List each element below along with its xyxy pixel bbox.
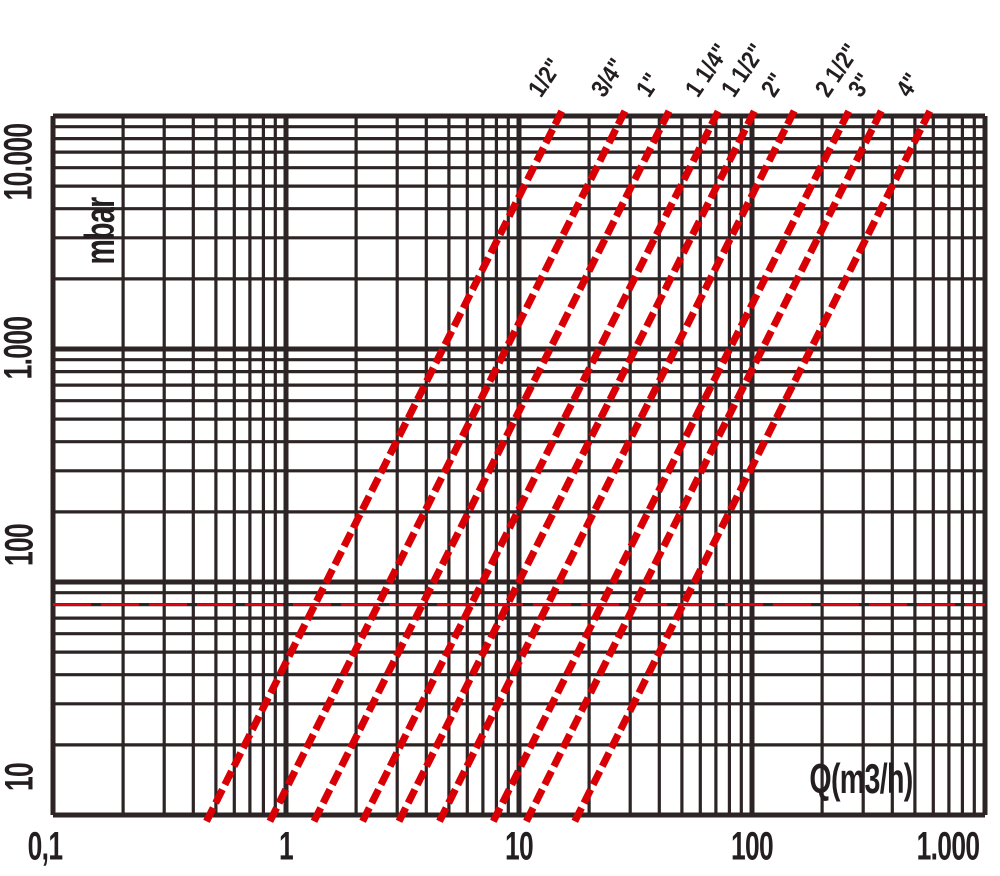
pipe-curves bbox=[203, 108, 934, 823]
x-tick-100: 100 bbox=[730, 824, 774, 869]
pipe-curve-8 bbox=[571, 108, 934, 823]
pipe-curve-1 bbox=[266, 108, 629, 823]
x-tick-10: 10 bbox=[504, 824, 534, 869]
y-tick-1000: 1.000 bbox=[0, 316, 41, 380]
pipe-curve-2 bbox=[310, 108, 673, 823]
x-axis-label: Q(m3/h) bbox=[809, 755, 913, 802]
y-tick-10: 10 bbox=[0, 762, 42, 792]
x-tick-1: 1 bbox=[278, 824, 294, 869]
pipe-curve-3 bbox=[359, 108, 723, 823]
x-tick-0point1: 0,1 bbox=[27, 824, 63, 869]
y-tick-100: 100 bbox=[0, 523, 42, 567]
pipe-curve-0 bbox=[203, 108, 566, 823]
pipe-curve-7 bbox=[523, 108, 886, 823]
pipe-curve-5 bbox=[436, 108, 799, 823]
pipe-curve-6 bbox=[490, 108, 853, 823]
y-tick-10000: 10.000 bbox=[0, 123, 41, 201]
x-tick-1000: 1.000 bbox=[916, 824, 980, 869]
pipe-curve-4 bbox=[395, 108, 759, 823]
y-axis-label: mbar bbox=[76, 197, 123, 265]
